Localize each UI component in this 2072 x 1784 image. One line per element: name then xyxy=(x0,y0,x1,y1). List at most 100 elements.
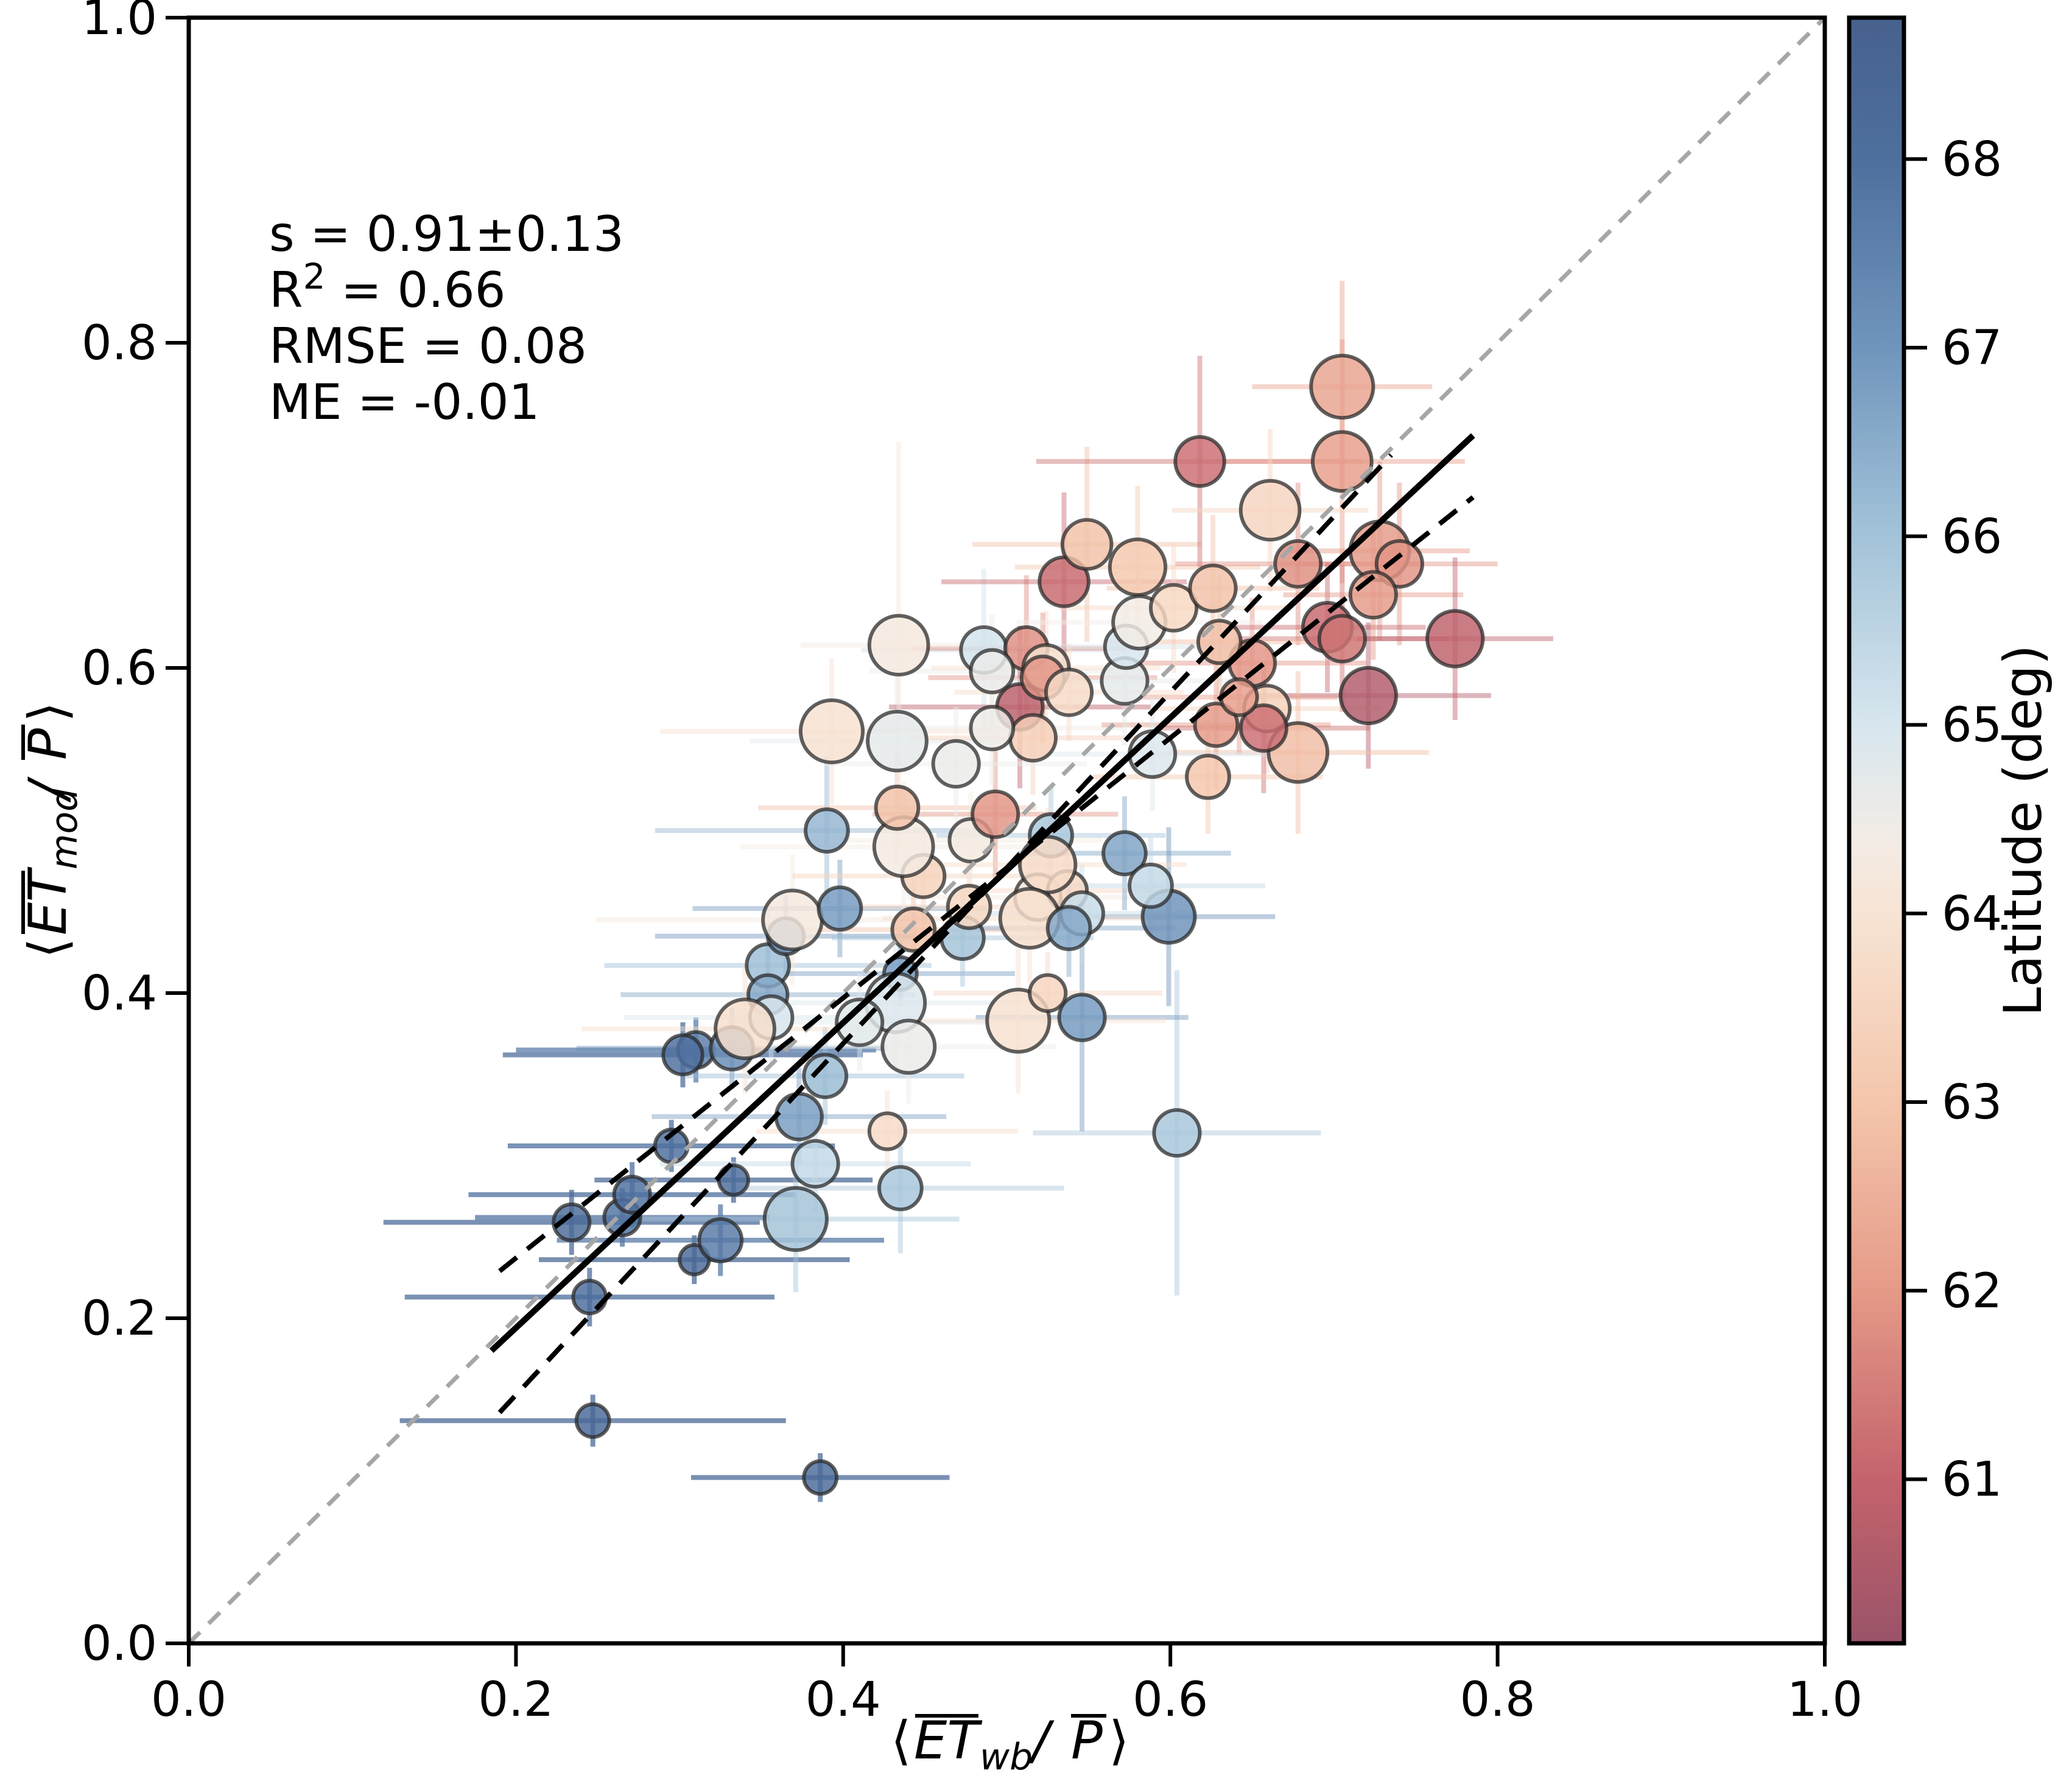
colorbar-tick-label: 68 xyxy=(1942,132,2002,187)
scatter-point xyxy=(880,1019,937,1075)
scatter-point xyxy=(1044,667,1094,717)
scatter-point xyxy=(1173,435,1226,488)
scatter-point xyxy=(931,739,981,789)
scatter-point xyxy=(798,698,865,765)
scatter-point xyxy=(574,1402,611,1439)
scatter-point xyxy=(697,1217,744,1263)
x-label-slash: / xyxy=(1028,1710,1055,1771)
scatter-point xyxy=(804,807,850,854)
y-label-slash: / xyxy=(18,776,79,803)
scatter-point xyxy=(761,888,824,952)
stats-me: ME = -0.01 xyxy=(269,374,539,430)
plot-frame xyxy=(186,15,1827,1646)
scatter-point xyxy=(1060,518,1114,571)
scatter-point xyxy=(969,704,1016,751)
x-tick-label: 0.8 xyxy=(1460,1673,1536,1727)
colorbar-label: Latitude (deg) xyxy=(1993,645,2054,1016)
scatter-point xyxy=(1317,614,1367,664)
y-tick-label: 0.2 xyxy=(82,1291,157,1346)
scatter-point xyxy=(969,648,1016,695)
x-tick-label: 0.2 xyxy=(478,1673,553,1727)
scatter-point xyxy=(774,1092,824,1142)
reference-lines-layer xyxy=(189,18,1825,1643)
x-label-bracket-left: ⟨ xyxy=(891,1710,911,1771)
scatter-point xyxy=(1152,1108,1202,1158)
scatter-point xyxy=(1238,703,1288,753)
colorbar-tick-label: 63 xyxy=(1942,1075,2002,1130)
scatter-point xyxy=(971,789,1020,839)
confidence-line-1 xyxy=(497,453,1393,1414)
scatter-point xyxy=(1017,835,1078,894)
scatter-point xyxy=(1101,830,1148,877)
scatter-points-layer xyxy=(552,353,1485,1496)
scatter-point xyxy=(714,997,776,1061)
scatter-point xyxy=(552,1202,592,1243)
scatter-point xyxy=(1188,563,1238,613)
scatter-point xyxy=(1310,430,1374,493)
x-label-bracket-right: ⟩ xyxy=(1109,1710,1129,1771)
y-label-var2: P xyxy=(18,728,79,760)
scatter-point xyxy=(877,1165,924,1212)
scatter-point xyxy=(1309,353,1375,420)
regression-line xyxy=(489,433,1475,1354)
scatter-point xyxy=(1338,665,1399,726)
scatter-point xyxy=(790,1139,840,1189)
stats-annotation: s = 0.91±0.13 R2 = 0.66 RMSE = 0.08 ME =… xyxy=(269,206,624,430)
scatter-point xyxy=(1238,479,1302,542)
stats-rmse: RMSE = 0.08 xyxy=(269,318,587,374)
scatter-point xyxy=(1108,537,1168,597)
scatter-point xyxy=(1057,992,1107,1042)
x-axis-label: ⟨ ET wb / P ⟩ xyxy=(891,1710,1129,1779)
colorbar-tick-label: 61 xyxy=(1942,1453,2002,1508)
colorbar xyxy=(1847,15,1906,1646)
scatter-point xyxy=(802,1459,839,1496)
scatter-point xyxy=(1219,677,1259,717)
scatter-point xyxy=(817,885,863,932)
y-axis-label: ⟨ ET mod / P ⟩ xyxy=(18,701,86,958)
colorbar-tick-label: 66 xyxy=(1942,510,2002,564)
scatter-point xyxy=(1185,753,1231,800)
scatter-point xyxy=(612,1175,652,1215)
scatter-point xyxy=(1045,905,1092,952)
y-tick-label: 0.4 xyxy=(82,966,157,1021)
y-label-bracket-left: ⟨ xyxy=(18,938,79,958)
scatter-point xyxy=(762,1186,829,1252)
x-tick-label: 1.0 xyxy=(1787,1673,1863,1727)
scatter-point xyxy=(1028,973,1068,1013)
identity-line xyxy=(189,18,1825,1643)
scatter-point xyxy=(571,1279,608,1316)
y-label-var: ET xyxy=(18,866,79,935)
colorbar-tick-label: 65 xyxy=(1942,698,2002,753)
scatter-point xyxy=(874,784,921,831)
scatter-point xyxy=(1425,609,1485,669)
colorbar-tick-label: 62 xyxy=(1942,1264,2002,1319)
scatter-point xyxy=(1008,713,1058,763)
y-tick-label: 1.0 xyxy=(82,0,157,46)
scatter-point xyxy=(867,614,930,677)
y-label-bracket-right: ⟩ xyxy=(18,701,79,722)
colorbar-ticks-layer: 61 62 63 64 65 66 67 68 xyxy=(1904,132,2002,1508)
y-label-subscript: mod xyxy=(43,788,86,869)
stats-slope: s = 0.91±0.13 xyxy=(269,206,624,262)
scatter-point xyxy=(890,906,937,953)
x-label-subscript: wb xyxy=(980,1736,1033,1779)
colorbar-tick-label: 64 xyxy=(1942,887,2002,941)
scatter-point xyxy=(802,1053,849,1100)
scatter-point xyxy=(867,1111,907,1151)
x-tick-label: 0.0 xyxy=(151,1673,227,1727)
confidence-line-2 xyxy=(498,495,1475,1273)
x-tick-label: 0.4 xyxy=(806,1673,881,1727)
stats-r2: R2 = 0.66 xyxy=(269,256,506,318)
scatter-point xyxy=(1128,862,1174,909)
x-label-var2: P xyxy=(1071,1710,1103,1771)
x-tick-label: 0.6 xyxy=(1133,1673,1208,1727)
y-tick-label: 0.0 xyxy=(82,1617,157,1671)
y-tick-label: 0.8 xyxy=(82,316,157,371)
scatter-point xyxy=(866,709,929,773)
y-tick-label: 0.6 xyxy=(82,641,157,696)
scatter-point xyxy=(661,1033,704,1076)
axis-ticks-layer: 0.0 0.2 0.4 0.6 0.8 1.0 0.0 0.2 0.4 0.6 0.8 1.0 xyxy=(82,0,1863,1727)
x-label-var: ET xyxy=(914,1710,983,1771)
